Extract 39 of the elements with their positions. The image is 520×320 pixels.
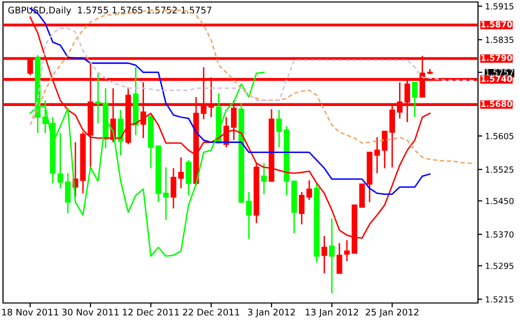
- x-tick-label: 12 Dec 2011: [122, 308, 179, 316]
- ref-line-label: 1.5740: [481, 76, 512, 82]
- candlestick: [186, 160, 192, 196]
- x-tick-label: 18 Nov 2011: [2, 308, 58, 316]
- candlestick: [306, 180, 312, 201]
- candlestick: [65, 172, 71, 214]
- x-tick-label: 22 Dec 2011: [183, 308, 240, 316]
- x-tick-label: 25 Jan 2012: [366, 308, 418, 318]
- candlestick: [58, 132, 64, 189]
- y-tick-label: 1.5835: [486, 36, 514, 43]
- y-tick-label: 1.5525: [486, 166, 514, 173]
- candlestick: [95, 72, 101, 124]
- candlestick: [322, 235, 328, 274]
- candlestick: [374, 136, 380, 174]
- candlestick: [276, 109, 282, 148]
- ref-line-label: 1.5870: [481, 21, 512, 28]
- y-tick-label: 1.5295: [486, 262, 514, 270]
- y-tick-label: 1.5757: [486, 69, 514, 76]
- ref-line-label: 1.5790: [481, 54, 512, 61]
- y-tick-label: 1.5215: [486, 296, 514, 303]
- candlestick: [261, 162, 267, 195]
- x-tick-label: 3 Jan 2012: [248, 308, 295, 318]
- candlestick: [246, 191, 252, 240]
- x-tick-label: 30 Nov 2011: [62, 308, 119, 316]
- candlestick: [329, 218, 335, 294]
- candlestick: [412, 82, 418, 118]
- candlestick: [298, 191, 305, 225]
- y-tick-label: 1.5605: [486, 132, 514, 140]
- candlestick: [382, 130, 388, 169]
- candlestick: [118, 109, 124, 156]
- candlestick: [42, 100, 48, 134]
- ref-line-label: 1.5680: [481, 100, 512, 107]
- y-tick-label: 1.5915: [486, 3, 514, 10]
- y-tick-label: 1.5450: [486, 198, 514, 204]
- line-series: [29, 28, 476, 126]
- candlestick: [336, 242, 342, 274]
- y-tick-label: 1.5370: [486, 231, 514, 238]
- x-tick-label: 13 Jan 2012: [306, 308, 358, 318]
- candlestick: [163, 166, 169, 221]
